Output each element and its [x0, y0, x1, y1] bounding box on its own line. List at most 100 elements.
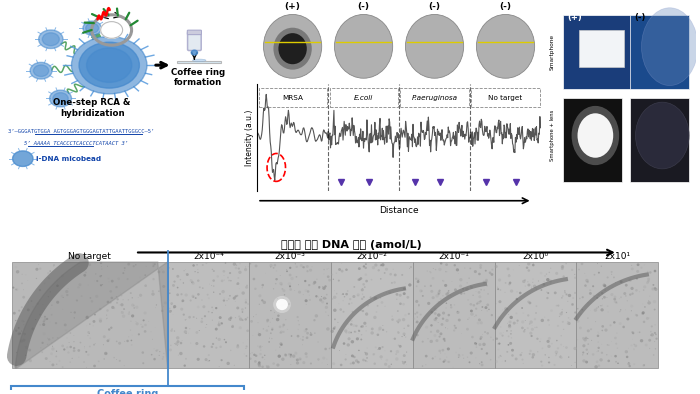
- Circle shape: [583, 338, 587, 342]
- Circle shape: [118, 342, 121, 345]
- Circle shape: [489, 271, 491, 274]
- Circle shape: [458, 319, 461, 322]
- Circle shape: [506, 330, 508, 332]
- Circle shape: [477, 322, 480, 325]
- Circle shape: [290, 364, 291, 365]
- Circle shape: [379, 327, 382, 330]
- Circle shape: [113, 357, 115, 359]
- Circle shape: [631, 310, 632, 311]
- Circle shape: [480, 338, 482, 340]
- Circle shape: [499, 332, 502, 335]
- Circle shape: [179, 352, 183, 355]
- Circle shape: [52, 346, 53, 347]
- Circle shape: [103, 344, 104, 345]
- Circle shape: [101, 22, 122, 38]
- Circle shape: [358, 330, 361, 332]
- Circle shape: [218, 323, 220, 326]
- Circle shape: [437, 313, 440, 317]
- Circle shape: [273, 288, 274, 290]
- Circle shape: [64, 323, 66, 326]
- Circle shape: [475, 344, 477, 346]
- Circle shape: [478, 273, 481, 275]
- Circle shape: [617, 362, 619, 364]
- Circle shape: [131, 303, 134, 307]
- Circle shape: [615, 343, 617, 345]
- Circle shape: [197, 272, 199, 273]
- Circle shape: [638, 331, 640, 333]
- Circle shape: [190, 342, 191, 344]
- Circle shape: [585, 279, 589, 282]
- Circle shape: [268, 341, 270, 343]
- Circle shape: [23, 324, 25, 325]
- Circle shape: [652, 288, 654, 290]
- Circle shape: [18, 327, 20, 329]
- Circle shape: [48, 296, 49, 297]
- Circle shape: [604, 290, 606, 291]
- Circle shape: [264, 355, 265, 356]
- Circle shape: [61, 274, 64, 278]
- Text: Distance: Distance: [379, 206, 419, 215]
- Circle shape: [612, 287, 613, 288]
- Circle shape: [298, 290, 301, 294]
- Circle shape: [284, 353, 287, 356]
- Circle shape: [531, 335, 533, 337]
- Circle shape: [124, 365, 125, 366]
- Circle shape: [360, 277, 363, 280]
- Circle shape: [188, 333, 189, 334]
- Circle shape: [239, 318, 242, 321]
- Circle shape: [631, 265, 632, 266]
- Circle shape: [376, 311, 377, 313]
- Circle shape: [365, 325, 367, 327]
- Circle shape: [373, 299, 374, 300]
- Circle shape: [38, 289, 41, 291]
- Circle shape: [116, 340, 118, 342]
- Circle shape: [191, 282, 192, 283]
- Circle shape: [318, 287, 320, 289]
- Circle shape: [39, 324, 41, 326]
- Circle shape: [218, 321, 220, 322]
- Circle shape: [598, 272, 600, 274]
- Circle shape: [276, 318, 279, 321]
- Circle shape: [176, 340, 180, 343]
- Circle shape: [470, 286, 473, 289]
- Circle shape: [162, 285, 165, 288]
- Circle shape: [580, 314, 581, 315]
- Circle shape: [39, 268, 41, 270]
- Circle shape: [229, 295, 231, 297]
- Circle shape: [271, 327, 274, 330]
- Circle shape: [284, 294, 285, 296]
- Circle shape: [129, 311, 130, 313]
- Circle shape: [425, 325, 428, 329]
- Circle shape: [598, 342, 599, 343]
- Circle shape: [67, 288, 69, 289]
- Circle shape: [319, 298, 322, 301]
- Circle shape: [549, 272, 550, 273]
- Circle shape: [386, 331, 387, 333]
- Circle shape: [536, 327, 538, 328]
- Circle shape: [360, 309, 362, 311]
- Circle shape: [598, 350, 599, 352]
- Circle shape: [53, 264, 55, 266]
- Circle shape: [215, 307, 218, 309]
- Circle shape: [56, 280, 57, 281]
- Circle shape: [361, 325, 364, 328]
- Circle shape: [615, 282, 616, 283]
- Circle shape: [177, 345, 178, 346]
- Circle shape: [589, 292, 591, 295]
- Circle shape: [219, 366, 220, 367]
- Circle shape: [631, 292, 634, 295]
- Circle shape: [362, 294, 363, 295]
- Circle shape: [498, 356, 500, 358]
- Text: 2x10¹: 2x10¹: [604, 252, 630, 261]
- Circle shape: [377, 349, 379, 350]
- Circle shape: [430, 290, 433, 293]
- Circle shape: [531, 288, 532, 289]
- Circle shape: [168, 289, 170, 292]
- Circle shape: [160, 268, 163, 271]
- Circle shape: [391, 282, 393, 284]
- Circle shape: [616, 333, 617, 334]
- Circle shape: [296, 361, 299, 364]
- Circle shape: [334, 290, 335, 291]
- Circle shape: [355, 325, 358, 327]
- Circle shape: [170, 302, 173, 305]
